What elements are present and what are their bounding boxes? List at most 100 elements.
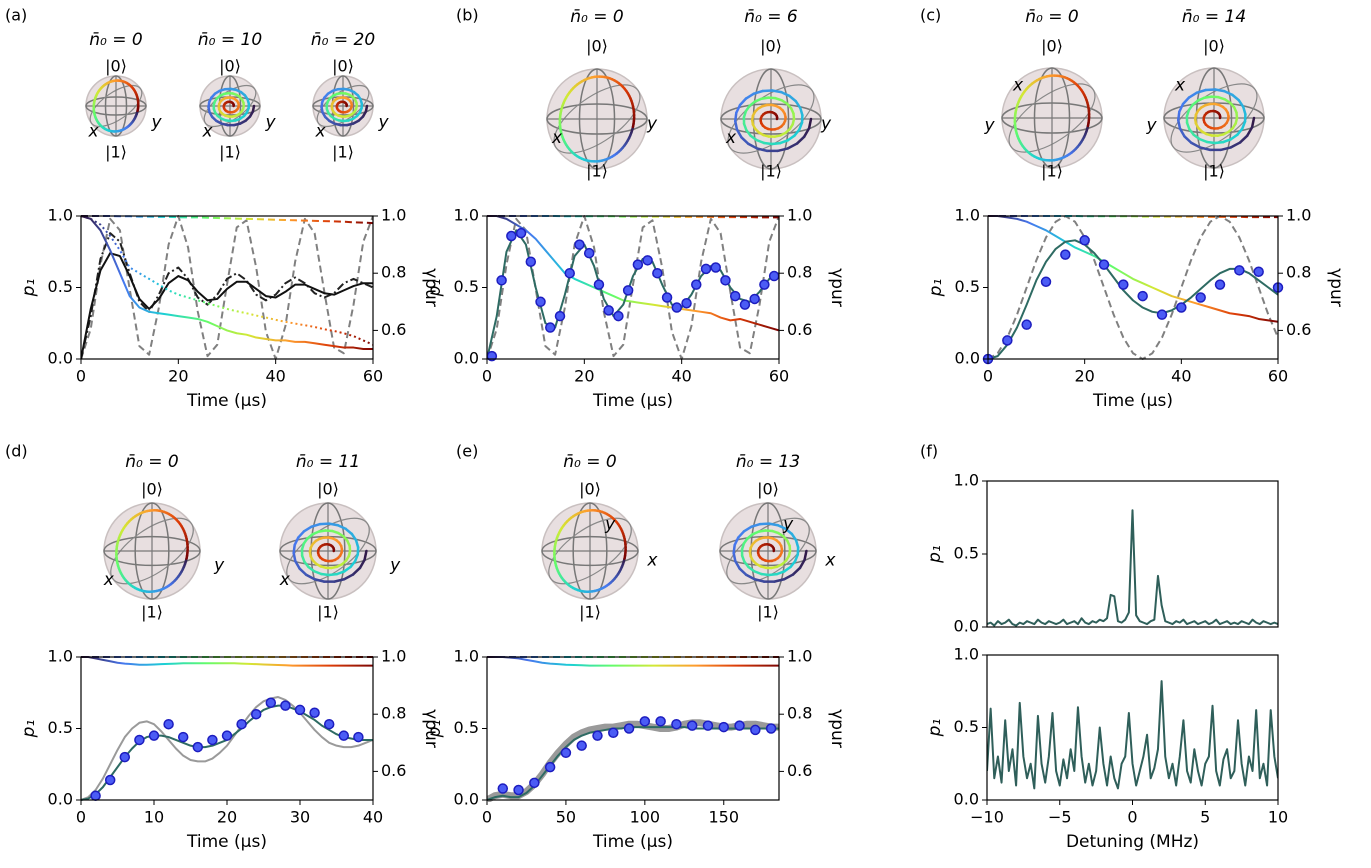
x-tick-label: 150 xyxy=(708,808,739,827)
y-axis-label: p₁ xyxy=(19,279,39,298)
y2-tick-label: 0.6 xyxy=(787,320,812,339)
y2-tick-label: 0.6 xyxy=(381,761,406,780)
state-label: |0⟩ xyxy=(105,57,127,76)
data-point xyxy=(703,721,712,730)
data-point xyxy=(310,708,319,717)
y-tick-label: 1.0 xyxy=(48,206,73,225)
axis-letter: x xyxy=(1174,76,1186,96)
data-point xyxy=(530,778,539,787)
state-label: |1⟩ xyxy=(586,162,608,181)
data-point xyxy=(604,306,613,315)
x-axis-label: Time (μs) xyxy=(592,391,673,411)
trajectory xyxy=(625,556,626,559)
y-tick-label: 0.0 xyxy=(48,349,73,368)
state-label: |0⟩ xyxy=(317,480,339,499)
axis-letter: y xyxy=(604,515,616,535)
x-tick-label: 60 xyxy=(363,367,383,386)
y-tick-label: 0.0 xyxy=(954,617,979,636)
state-label: |1⟩ xyxy=(1203,162,1225,181)
x-tick-label: 40 xyxy=(363,808,383,827)
axis-letter: y xyxy=(150,113,162,133)
data-point xyxy=(625,724,634,733)
y2-tick-label: 0.6 xyxy=(381,320,406,339)
data-point xyxy=(266,698,275,707)
axis-letter: x xyxy=(646,551,658,571)
data-point xyxy=(223,731,232,740)
trajectory xyxy=(187,556,188,559)
data-point xyxy=(656,717,665,726)
data-point xyxy=(536,297,545,306)
data-point xyxy=(663,293,672,302)
panel-label: (b) xyxy=(456,6,479,25)
data-point xyxy=(692,280,701,289)
data-point xyxy=(767,724,776,733)
state-label: |1⟩ xyxy=(757,603,779,622)
data-point xyxy=(760,280,769,289)
y-axis-label: p₁ xyxy=(19,720,39,739)
data-point xyxy=(740,300,749,309)
sphere-title: n̄₀ = 0 xyxy=(89,30,142,50)
x-tick-label: 0 xyxy=(983,367,993,386)
y2-axis-label: γpur xyxy=(1326,268,1346,307)
data-point xyxy=(517,229,526,238)
axis-letter: y xyxy=(213,555,225,575)
data-point xyxy=(770,272,779,281)
y2-axis-label: γpur xyxy=(827,268,847,307)
sphere-title: n̄₀ = 10 xyxy=(198,30,262,50)
y2-tick-label: 1.0 xyxy=(787,647,812,666)
x-tick-label: 50 xyxy=(556,808,576,827)
y-tick-label: 1.0 xyxy=(48,647,73,666)
state-label: |1⟩ xyxy=(219,143,241,162)
data-point xyxy=(575,240,584,249)
axis-letter: x xyxy=(279,570,291,590)
axis-letter: y xyxy=(389,555,401,575)
y2-tick-label: 0.8 xyxy=(787,263,812,282)
data-point xyxy=(1061,250,1070,259)
panel-label: (a) xyxy=(5,6,27,25)
data-point xyxy=(497,276,506,285)
sphere-title: n̄₀ = 11 xyxy=(296,452,360,472)
data-point xyxy=(1196,293,1205,302)
y-tick-label: 0.5 xyxy=(48,718,73,737)
data-point xyxy=(91,791,100,800)
axis-letter: x xyxy=(725,128,737,148)
y2-tick-label: 0.8 xyxy=(1286,263,1311,282)
data-point xyxy=(735,721,744,730)
data-point xyxy=(719,723,728,732)
data-point xyxy=(672,720,681,729)
x-axis-label: Time (μs) xyxy=(186,391,267,411)
x-tick-label: 10 xyxy=(1268,808,1288,827)
sphere-title: n̄₀ = 0 xyxy=(125,452,178,472)
y2-tick-label: 0.6 xyxy=(1286,320,1311,339)
data-point xyxy=(120,753,129,762)
panel-label: (d) xyxy=(5,442,28,461)
y-tick-label: 1.0 xyxy=(454,647,479,666)
state-label: |0⟩ xyxy=(760,37,782,56)
state-label: |0⟩ xyxy=(332,57,354,76)
data-point xyxy=(614,312,623,321)
axis-letter: y xyxy=(264,113,276,133)
state-label: |1⟩ xyxy=(105,143,127,162)
y2-tick-label: 1.0 xyxy=(787,206,812,225)
y-tick-label: 0.0 xyxy=(48,790,73,809)
trajectory xyxy=(772,90,781,92)
state-label: |1⟩ xyxy=(1041,162,1063,181)
axis-letter: y xyxy=(1145,116,1157,136)
state-label: |0⟩ xyxy=(219,57,241,76)
data-point xyxy=(565,269,574,278)
data-point xyxy=(237,720,246,729)
x-tick-label: −5 xyxy=(1048,808,1072,827)
sphere-title: n̄₀ = 14 xyxy=(1182,7,1246,27)
axis-letter: y xyxy=(820,114,832,134)
x-axis-label: Detuning (MHz) xyxy=(1066,832,1199,852)
state-label: |1⟩ xyxy=(579,603,601,622)
trajectory xyxy=(1206,89,1215,90)
y-tick-label: 1.0 xyxy=(954,471,979,490)
y-axis-label: p₁ xyxy=(926,279,946,298)
data-point xyxy=(688,721,697,730)
y-tick-label: 0.0 xyxy=(955,349,980,368)
y-tick-label: 1.0 xyxy=(955,206,980,225)
data-point xyxy=(193,743,202,752)
sphere-title: n̄₀ = 0 xyxy=(563,452,616,472)
x-tick-label: 20 xyxy=(217,808,237,827)
